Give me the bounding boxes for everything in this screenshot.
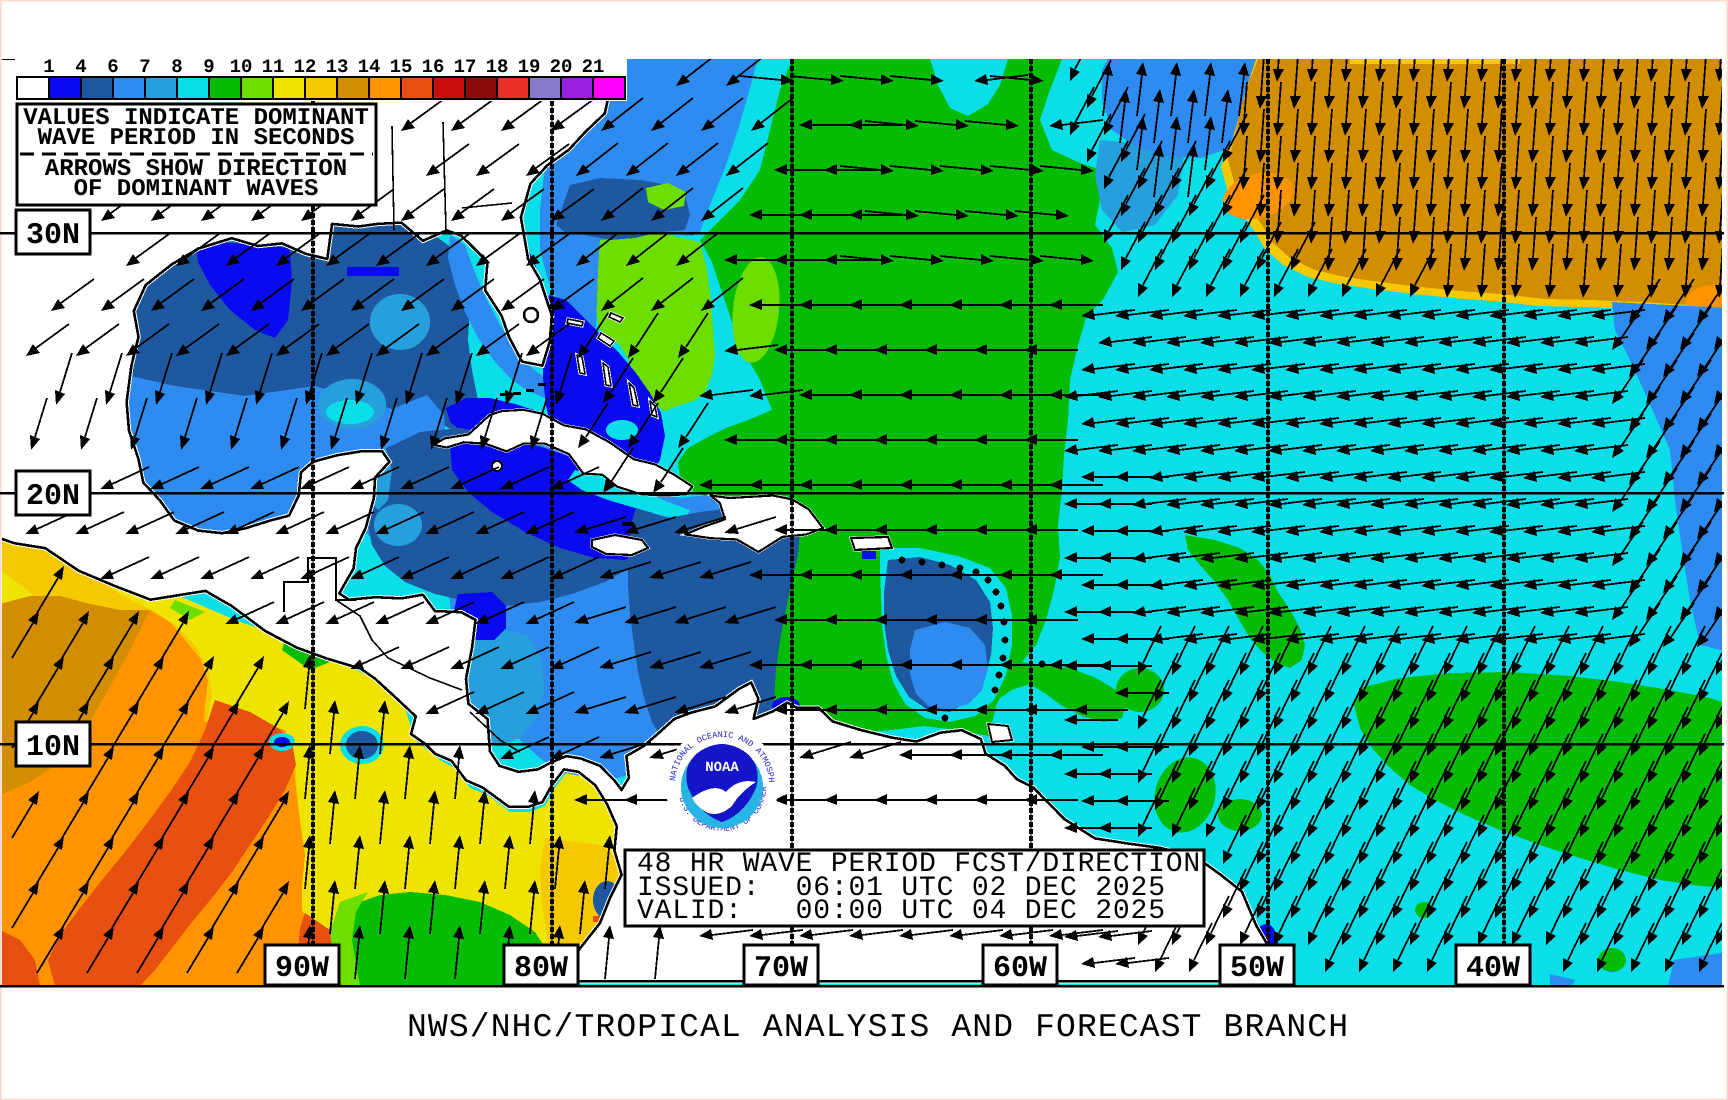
svg-text:ARROWS SHOW DIRECTION: ARROWS SHOW DIRECTION xyxy=(45,156,347,183)
svg-text:10N: 10N xyxy=(26,731,80,765)
svg-text:13: 13 xyxy=(326,56,349,78)
svg-text:20N: 20N xyxy=(26,480,80,514)
svg-text:19: 19 xyxy=(518,56,541,78)
svg-text:VALUES INDICATE DOMINANT: VALUES INDICATE DOMINANT xyxy=(23,105,369,132)
svg-text:20: 20 xyxy=(550,56,573,78)
svg-text:9: 9 xyxy=(203,56,214,78)
svg-text:16: 16 xyxy=(422,56,445,78)
svg-text:OF DOMINANT WAVES: OF DOMINANT WAVES xyxy=(74,176,319,203)
svg-text:8: 8 xyxy=(171,56,182,78)
svg-text:70W: 70W xyxy=(754,952,808,986)
svg-text:4: 4 xyxy=(75,56,86,78)
svg-text:30N: 30N xyxy=(26,219,80,253)
svg-text:48 HR WAVE PERIOD FCST/DIRECTI: 48 HR WAVE PERIOD FCST/DIRECTION xyxy=(637,849,1200,880)
svg-text:6: 6 xyxy=(107,56,118,78)
svg-text:17: 17 xyxy=(454,56,477,78)
svg-text:WAVE PERIOD IN SECONDS: WAVE PERIOD IN SECONDS xyxy=(38,125,355,152)
svg-text:VALID: 00:00 UTC 04 DEC 2025: VALID: 00:00 UTC 04 DEC 2025 xyxy=(637,896,1165,927)
svg-text:14: 14 xyxy=(358,56,381,78)
svg-text:80W: 80W xyxy=(514,952,568,986)
svg-text:12: 12 xyxy=(294,56,317,78)
svg-text:60W: 60W xyxy=(993,952,1047,986)
svg-text:50W: 50W xyxy=(1230,952,1284,986)
svg-text:ISSUED: 06:01 UTC 02 DEC 2025: ISSUED: 06:01 UTC 02 DEC 2025 xyxy=(637,873,1165,904)
svg-text:7: 7 xyxy=(139,56,150,78)
svg-text:1: 1 xyxy=(43,56,54,78)
svg-text:15: 15 xyxy=(390,56,413,78)
svg-text:NWS/NHC/TROPICAL ANALYSIS AND: NWS/NHC/TROPICAL ANALYSIS AND FORECAST B… xyxy=(407,1009,1348,1046)
svg-text:40W: 40W xyxy=(1466,952,1520,986)
svg-text:NOAA: NOAA xyxy=(705,760,739,776)
svg-text:18: 18 xyxy=(486,56,509,78)
svg-text:90W: 90W xyxy=(275,952,329,986)
svg-text:11: 11 xyxy=(262,56,285,78)
svg-text:10: 10 xyxy=(230,56,253,78)
svg-text:21: 21 xyxy=(582,56,605,78)
